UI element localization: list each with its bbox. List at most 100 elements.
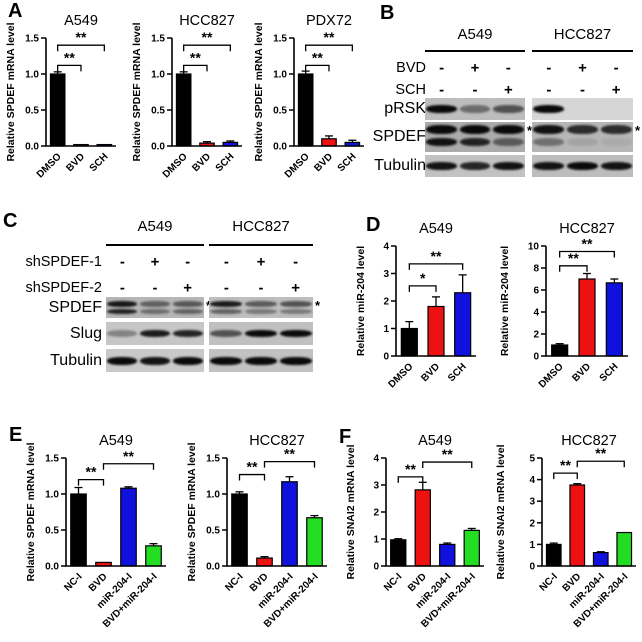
y-axis-label: Relative miR-204 level [355, 246, 367, 356]
sig-label: ** [64, 49, 75, 65]
blot-box [209, 322, 313, 345]
blot-band [107, 356, 138, 365]
bar-BVD [569, 484, 586, 567]
chart-svg: 0.00.51.01.5NC-I BVDmiR-204-IBVD+miR-204-… [25, 433, 166, 630]
treatment-sign: - [613, 59, 619, 77]
y-tick-label: 1.0 [25, 70, 39, 81]
blot-band [567, 138, 598, 147]
blot-band [139, 356, 171, 365]
treatment-label: BVD [396, 60, 426, 76]
blot-row-label: SPDEF [372, 128, 426, 145]
bar-miR-204-I [120, 487, 137, 567]
y-tick-label: 1 [529, 540, 535, 551]
blot-band [459, 125, 491, 135]
treatment-sign: + [611, 81, 621, 99]
sig-label: ** [190, 49, 201, 65]
y-tick-label: 0.0 [151, 142, 165, 153]
blot-band [533, 162, 565, 170]
y-tick-label: 1 [383, 324, 389, 335]
treatment-sign: - [185, 253, 191, 271]
y-tick-label: 0 [533, 352, 539, 363]
sig-label: ** [312, 49, 323, 65]
chart-svg: 0.00.51.01.5NC-I BVDmiR-204-IBVD+miR-204-… [186, 433, 327, 630]
chart-title: A549 [418, 433, 452, 449]
y-tick-label: 0.5 [45, 526, 59, 537]
sig-bracket [305, 44, 353, 52]
blot-box [106, 349, 204, 372]
y-tick-label: 1.0 [206, 490, 220, 501]
chart-a549-spdef-mrna: 0.0 0.5 1.0 1.5 DMSO BVD SCH ** ** A549 Relative S… [2, 8, 124, 200]
chart-title: HCC827 [561, 433, 617, 449]
blot-box [209, 349, 313, 372]
blot-band [172, 308, 203, 314]
blot-band [172, 300, 203, 307]
sig-bracket [305, 64, 330, 72]
cellline-header: A549 [137, 218, 173, 235]
blot-box [425, 155, 525, 177]
blot-box [106, 297, 204, 318]
x-category-label: BVD [64, 151, 87, 174]
y-tick-label: 0.5 [273, 106, 287, 117]
header-underline [106, 244, 204, 247]
blot-band [426, 105, 457, 113]
sig-label: ** [560, 457, 571, 473]
y-axis-label: Relative SPDEF mRNA level [131, 22, 143, 161]
cellline-header: HCC827 [553, 26, 612, 43]
sig-label: ** [76, 29, 87, 45]
x-category-label: BVD [419, 361, 442, 384]
blot-band [279, 308, 312, 314]
y-tick-label: 0 [373, 562, 379, 573]
blot-band [107, 300, 138, 307]
bar-DMSO [551, 344, 569, 357]
blot-band [426, 162, 457, 170]
y-tick-label: 1.5 [273, 34, 287, 45]
y-tick-label: 0.0 [25, 142, 39, 153]
y-tick-label: 4 [533, 308, 539, 319]
bar-BVD [427, 305, 445, 357]
panel-letter-d: D [366, 214, 381, 236]
chart-title: HCC827 [179, 13, 235, 29]
sig-label: ** [86, 464, 97, 480]
y-tick-label: 6 [533, 286, 539, 297]
sig-label: ** [284, 446, 295, 462]
chart-title: A549 [419, 221, 453, 237]
treatment-sign: + [183, 279, 193, 297]
treatment-sign: + [256, 253, 266, 271]
sig-bracket [57, 44, 105, 52]
blot-band [245, 308, 277, 314]
treatment-sign: - [472, 81, 478, 99]
x-category-label: BVD [570, 361, 593, 384]
treatment-sign: - [152, 279, 158, 297]
blot-band [139, 300, 171, 307]
treatment-sign: - [293, 253, 299, 271]
blot-box [106, 322, 204, 345]
blot-band [107, 308, 138, 314]
nonspecific-band-star: * [315, 298, 321, 313]
treatment-label: shSPDEF-1 [25, 254, 102, 270]
y-tick-label: 1.5 [45, 454, 59, 465]
westernblot-bvd-sch: A549 HCC827 BVD - + - - + - SCH - - + - - + pRSK SPDEF * * T… [370, 0, 642, 200]
blot-band [493, 138, 524, 147]
blot-band [210, 330, 243, 337]
y-axis-label: Relative miR-204 level [499, 246, 511, 356]
x-category-label: NC-I [538, 571, 560, 593]
blot-band [172, 356, 203, 365]
x-category-label: NC-I [382, 571, 404, 593]
header-underline [532, 50, 633, 53]
treatment-sign: - [258, 279, 264, 297]
sig-bracket [553, 472, 578, 480]
blot-band [210, 300, 243, 307]
y-tick-label: 1.0 [45, 490, 59, 501]
blot-band [459, 162, 491, 170]
bar-miR-204-I [281, 481, 298, 567]
blot-band [533, 138, 565, 147]
sig-label: ** [202, 29, 213, 45]
sig-bracket [559, 265, 588, 272]
x-category-label: SCH [214, 151, 237, 174]
sig-label: ** [123, 448, 134, 464]
